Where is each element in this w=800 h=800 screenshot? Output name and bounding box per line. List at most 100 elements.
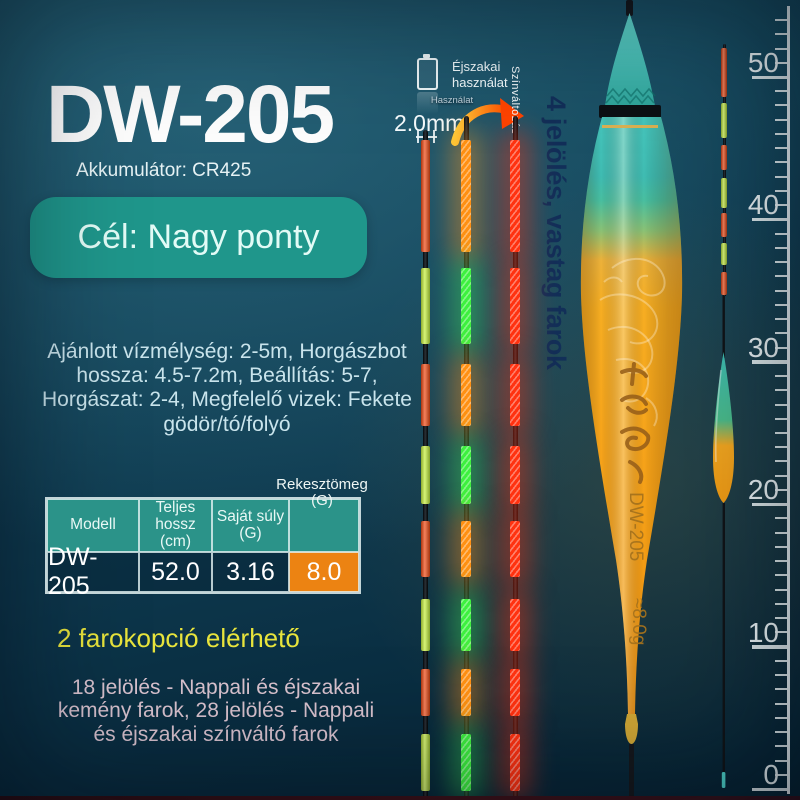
ruler-minor-tick [775, 688, 787, 691]
tail-options-headline: 2 farokopció elérhető [57, 623, 300, 653]
spec-value-weight: 3.16 [212, 552, 289, 592]
main-float-band [599, 105, 661, 118]
spec-header-weight: Saját súly (G) [212, 499, 289, 552]
red-tail-segment [510, 521, 520, 577]
ruler-minor-tick [775, 90, 787, 93]
ruler-minor-tick [775, 488, 787, 491]
ruler-minor-tick [775, 332, 787, 335]
ruler-minor-tick [775, 702, 787, 705]
night-tail-segment [461, 268, 471, 344]
day-tail-segment [421, 364, 430, 426]
ruler-minor-tick [775, 275, 787, 278]
tail-detail-line: kemény farok, 28 jelölés - Nappali [57, 699, 375, 723]
ruler-minor-tick [775, 731, 787, 734]
red-tail-segment [510, 599, 520, 651]
target-fish-badge: Cél: Nagy ponty [30, 197, 367, 278]
ruler-minor-tick [775, 403, 787, 406]
ruler-minor-tick [775, 602, 787, 605]
ruler-minor-tick [775, 545, 787, 548]
ruler-minor-tick [775, 531, 787, 534]
battery-icon [417, 58, 438, 90]
calligraphy-art [620, 362, 651, 484]
ruler-minor-tick [775, 246, 787, 249]
ruler-major-tick [752, 217, 787, 222]
spec-value-capacity: 8.0 [289, 552, 359, 592]
product-model-title: DW-205 [46, 69, 335, 160]
ruler-minor-tick [775, 147, 787, 150]
night-tail-segment [461, 364, 471, 426]
day-tail-segment [421, 734, 430, 791]
ruler-minor-tick [775, 47, 787, 50]
night-use-line1: Éjszakai [452, 59, 501, 74]
bottom-edge-strip [0, 796, 800, 800]
diameter-bracket-icon [433, 130, 435, 143]
ruler-major-tick [752, 502, 787, 507]
ruler-minor-tick [775, 375, 787, 378]
red-tail-segment [510, 268, 520, 344]
spec-value-model: DW-205 [47, 543, 139, 600]
main-float-top [605, 13, 655, 106]
night-tail-segment [461, 734, 471, 791]
battery-caption: Használat [430, 95, 474, 106]
ruler-line [787, 6, 790, 794]
day-tail-segment [421, 268, 430, 344]
tail-options-detail: 18 jelölés - Nappali és éjszakai kemény … [15, 676, 417, 746]
ruler-minor-tick [775, 289, 787, 292]
ruler-minor-tick [775, 574, 787, 577]
main-float-body-shading [580, 117, 683, 714]
night-use-label: Éjszakai használat [452, 59, 508, 91]
main-float-antenna [626, 0, 633, 16]
diameter-bracket-icon [417, 130, 419, 143]
night-tail-segment [461, 599, 471, 651]
night-tail-segment [461, 140, 471, 252]
spec-header-capacity [289, 499, 359, 552]
tail-diameter-label: 2.0mm [394, 110, 465, 136]
night-tail-segment [461, 669, 471, 716]
ruler-minor-tick [775, 19, 787, 22]
ruler-minor-tick [775, 446, 787, 449]
spec-header-model: Modell [47, 499, 139, 552]
day-tail-segment [421, 521, 430, 577]
float-model-print: DW-205 [625, 492, 646, 561]
ruler-minor-tick [775, 318, 787, 321]
ruler-minor-tick [775, 161, 787, 164]
tail-detail-line: 18 jelölés - Nappali és éjszakai [71, 676, 361, 699]
description-line: hossza: 4.5-7.2m, Beállítás: 5-7, [76, 364, 378, 388]
ruler-minor-tick [775, 745, 787, 748]
description-line: Horgászat: 2-4, Megfelelő vizek: Fekete [41, 388, 412, 412]
ruler-minor-tick [775, 773, 787, 776]
ruler-minor-tick [775, 617, 787, 620]
night-tail-segment [461, 446, 471, 504]
red-tail-segment [510, 446, 520, 504]
gold-ring [602, 125, 658, 128]
cone-texture [606, 87, 656, 98]
main-float-stem [629, 744, 634, 800]
ruler-minor-tick [775, 61, 787, 64]
ruler-minor-tick [775, 232, 787, 235]
night-tail-segment [461, 521, 471, 577]
ruler-minor-tick [775, 417, 787, 420]
ruler-minor-tick [775, 517, 787, 520]
battery-spec: Akkumulátor: CR425 [76, 160, 252, 181]
spec-table: Modell Teljes hossz (cm) Saját súly (G) … [45, 497, 361, 600]
ruler-major-tick [752, 75, 787, 79]
ruler-major-tick [752, 787, 787, 791]
tail-detail-line: és éjszakai színváltó farok [93, 722, 339, 746]
red-tail-segment [510, 140, 520, 252]
ruler-major-tick [752, 645, 787, 649]
ruler-minor-tick [775, 588, 787, 591]
night-use-line2: használat [452, 75, 508, 90]
red-tail-segment [510, 364, 520, 426]
description-line: Ajánlott vízmélység: 2-5m, Horgászbot [47, 340, 407, 363]
spec-value-length: 52.0 [139, 552, 212, 592]
ruler-minor-tick [775, 474, 787, 477]
ruler-minor-tick [775, 432, 787, 434]
capacity-header-line1: Rekesztömeg [276, 476, 368, 493]
day-tail-segment [421, 669, 430, 716]
secondary-float-image [713, 294, 734, 788]
ruler-minor-tick [775, 759, 787, 762]
battery-icon [423, 54, 430, 58]
ruler-minor-tick [775, 204, 787, 207]
description-line: gödör/tó/folyó [163, 412, 291, 436]
